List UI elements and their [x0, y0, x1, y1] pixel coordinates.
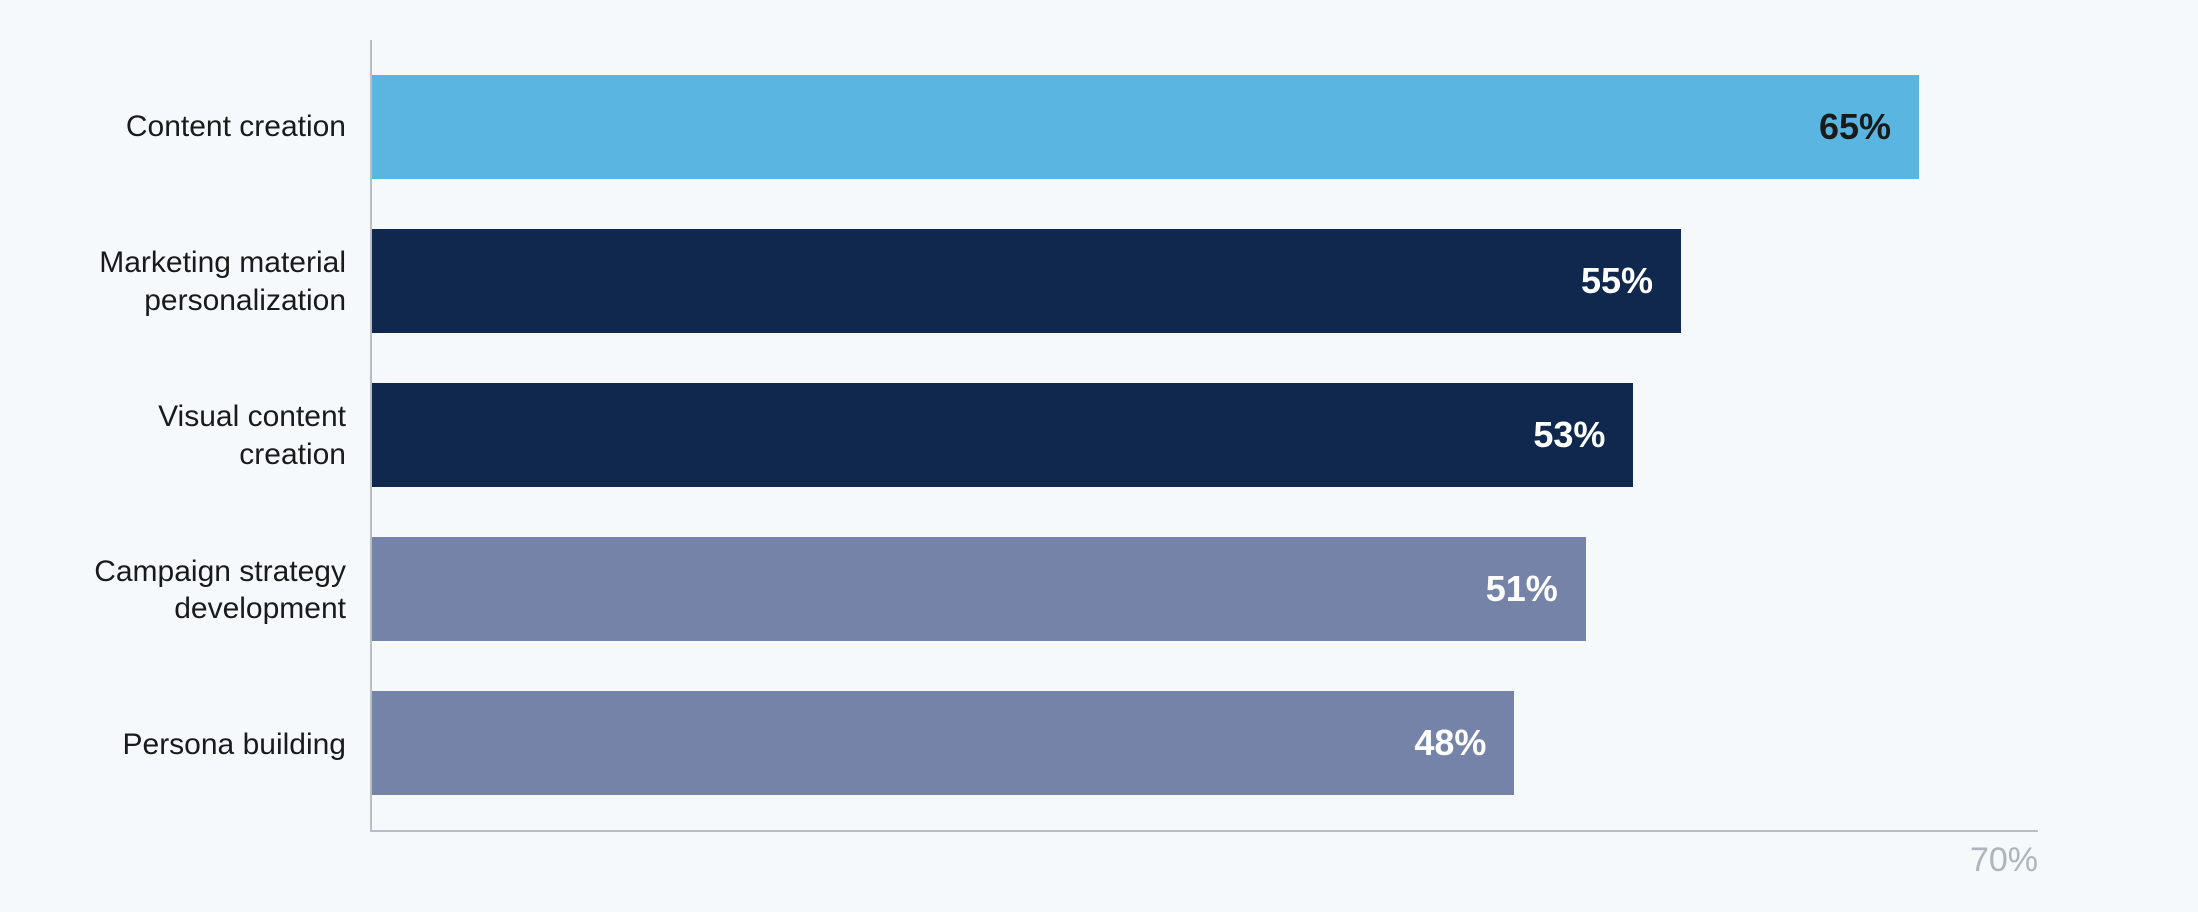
category-label: Visual content creation — [60, 359, 370, 513]
x-axis-max-label: 70% — [1970, 841, 2038, 880]
plot-area: Content creation Marketing material pers… — [60, 40, 2038, 832]
bar-value: 51% — [1486, 568, 1558, 610]
bar-value: 53% — [1533, 414, 1605, 456]
bar-row: 48% — [372, 666, 2038, 820]
bar-value: 55% — [1581, 260, 1653, 302]
bar-row: 51% — [372, 512, 2038, 666]
category-label: Content creation — [60, 50, 370, 204]
bar: 48% — [372, 691, 1514, 796]
category-label: Marketing material personalization — [60, 204, 370, 358]
bar-row: 65% — [372, 50, 2038, 204]
horizontal-bar-chart: Content creation Marketing material pers… — [0, 0, 2198, 912]
bars-column: 65% 55% 53% 51% 48% 70% — [370, 40, 2038, 832]
category-label: Campaign strategy development — [60, 513, 370, 667]
bar: 51% — [372, 537, 1586, 642]
bar-row: 55% — [372, 204, 2038, 358]
bar: 53% — [372, 383, 1633, 488]
bar: 65% — [372, 75, 1919, 180]
bar: 55% — [372, 229, 1681, 334]
category-label: Persona building — [60, 668, 370, 822]
category-labels-column: Content creation Marketing material pers… — [60, 40, 370, 832]
bar-value: 48% — [1414, 722, 1486, 764]
bar-row: 53% — [372, 358, 2038, 512]
bar-value: 65% — [1819, 106, 1891, 148]
